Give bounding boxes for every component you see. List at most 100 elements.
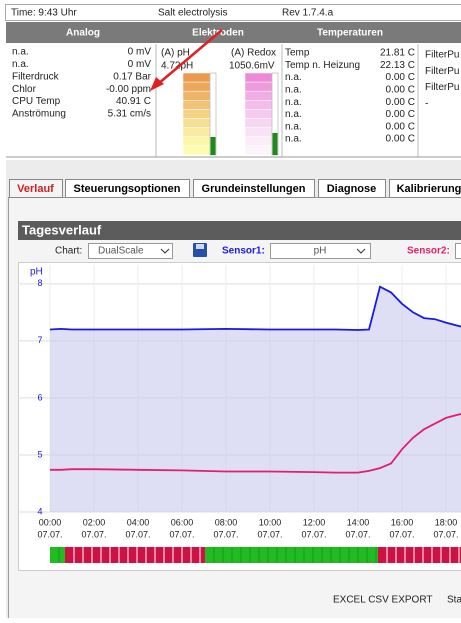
analog-value: 5.31 cm/s [108, 109, 151, 120]
temperature-label: Temp n. Heizung [285, 60, 360, 71]
electrode-label: (A) Redox [231, 48, 276, 59]
y-tick-label: 6 [37, 392, 42, 402]
gauge-indicator [211, 137, 216, 155]
x-tick-date: 07.07. [37, 529, 62, 539]
status-bar [50, 547, 461, 563]
gauge-segment [245, 82, 272, 91]
gauge-indicator [273, 133, 278, 155]
tab-label: Diagnose [327, 183, 377, 195]
panel-title: Tagesverlauf [22, 222, 102, 237]
temperature-value: 0.00 C [386, 97, 415, 108]
time: Time: 9:43 Uhr [11, 8, 77, 19]
analog-value: -0.00 ppm [106, 84, 151, 95]
select-value: DualScale [98, 246, 144, 257]
section-title: Temperaturen [317, 28, 383, 39]
tab-label: Grundeinstellungen [202, 183, 306, 195]
analog-value: 40.91 C [116, 96, 151, 107]
gauge-segment [245, 109, 272, 118]
status-segment [50, 547, 65, 563]
x-tick-date: 07.07. [258, 529, 283, 539]
x-tick-label: 06:00 [171, 517, 194, 527]
status-segment [205, 547, 378, 563]
gauge-segment [245, 91, 272, 100]
tab-label: Kalibrierung [397, 183, 461, 195]
x-tick-date: 07.07. [169, 529, 194, 539]
x-tick-label: 18:00 [435, 517, 458, 527]
temperature-value: 21.81 C [380, 48, 415, 59]
select-value: pH [314, 246, 327, 257]
gauge-segment [183, 82, 210, 91]
temperature-value: 0.00 C [386, 85, 415, 96]
status-segment [65, 547, 205, 563]
gauge-segment [245, 146, 272, 155]
analog-label: Anströmung [12, 109, 66, 120]
temperature-label: Temp [285, 48, 310, 59]
gauge-segment [183, 100, 210, 109]
analog-label: CPU Temp [12, 96, 61, 107]
gauge-segment [183, 109, 210, 118]
tab-label: Steuerungsoptionen [74, 183, 181, 195]
x-tick-date: 07.07. [214, 529, 239, 539]
gauge-segment [183, 137, 210, 146]
app-title: Salt electrolysis [158, 8, 227, 19]
output-label: - [425, 99, 428, 110]
sensor2-label: Sensor2: [407, 246, 450, 257]
analog-value: 0 mV [128, 47, 152, 58]
footer-link[interactable]: Sta [447, 595, 461, 606]
temperature-label: n.a. [285, 97, 302, 108]
gauge-segment [183, 91, 210, 100]
output-label: FilterPu [425, 82, 459, 93]
electrode-value: 4.72pH [161, 61, 193, 72]
revision: Rev 1.7.4.a [282, 8, 334, 19]
gauge-segment [245, 119, 272, 128]
gauge-segment [183, 73, 210, 82]
x-tick-date: 07.07. [346, 529, 371, 539]
gauge-segment [183, 119, 210, 128]
x-tick-label: 14:00 [347, 517, 370, 527]
analog-label: n.a. [12, 59, 29, 70]
status-segment [378, 547, 461, 563]
y-tick-label: 8 [37, 278, 42, 288]
x-tick-date: 07.07. [302, 529, 327, 539]
temperature-value: 0.00 C [386, 72, 415, 83]
temperature-label: n.a. [285, 121, 302, 132]
sensor2-select[interactable] [456, 244, 461, 259]
y-tick-label: 5 [37, 449, 42, 459]
gauge-segment [183, 128, 210, 137]
temperature-label: n.a. [285, 109, 302, 120]
export-link[interactable]: EXCEL CSV EXPORT [333, 595, 432, 606]
temperature-label: n.a. [285, 85, 302, 96]
temperature-label: n.a. [285, 134, 302, 145]
y-tick-label: 4 [37, 506, 42, 516]
x-tick-label: 10:00 [259, 517, 282, 527]
analog-label: n.a. [12, 47, 29, 58]
electrode-label: (A) pH [161, 48, 190, 59]
gauge-segment [245, 128, 272, 137]
x-tick-label: 08:00 [215, 517, 238, 527]
section-title: Analog [66, 28, 100, 39]
electrode-value: 1050.6mV [229, 61, 275, 72]
analog-label: Filterdruck [12, 71, 60, 82]
tab-label: Verlauf [17, 183, 54, 195]
temperature-value: 0.00 C [386, 121, 415, 132]
sensor1-label: Sensor1: [222, 246, 265, 257]
temperature-value: 0.00 C [386, 134, 415, 145]
x-tick-label: 04:00 [127, 517, 150, 527]
temperature-label: n.a. [285, 72, 302, 83]
output-label: FilterPu [425, 66, 459, 77]
gauge-segment [183, 146, 210, 155]
y-tick-label: 7 [37, 335, 42, 345]
gauge-segment [245, 137, 272, 146]
x-tick-label: 16:00 [391, 517, 414, 527]
temperature-value: 0.00 C [386, 109, 415, 120]
control-label: Chart: [55, 246, 82, 257]
analog-value: 0.17 Bar [113, 71, 151, 82]
analog-label: Chlor [12, 84, 37, 95]
temperature-value: 22.13 C [380, 60, 415, 71]
gauge-segment [245, 73, 272, 82]
x-tick-date: 07.07. [434, 529, 459, 539]
x-tick-date: 07.07. [81, 529, 106, 539]
y-axis-label: pH [30, 267, 43, 278]
analog-value: 0 mV [128, 59, 152, 70]
